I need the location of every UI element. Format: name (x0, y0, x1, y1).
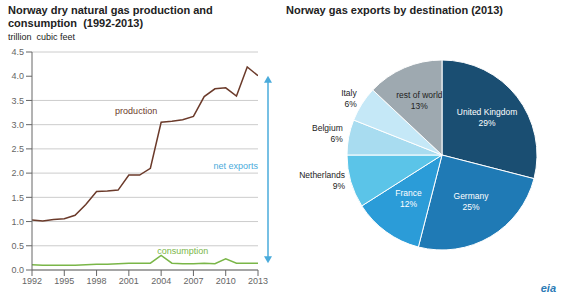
svg-text:1995: 1995 (54, 276, 74, 286)
svg-text:Netherlands9%: Netherlands9% (299, 170, 345, 191)
svg-text:consumption: consumption (157, 246, 208, 256)
svg-text:2010: 2010 (216, 276, 236, 286)
svg-text:4.0: 4.0 (11, 71, 24, 81)
svg-text:2.5: 2.5 (11, 144, 24, 154)
svg-text:1998: 1998 (87, 276, 107, 286)
svg-text:1.5: 1.5 (11, 193, 24, 203)
html-text:eia: eia (540, 282, 556, 294)
html-text:trillion cubic feet: trillion cubic feet (8, 32, 75, 42)
svg-text:0.0: 0.0 (11, 265, 24, 275)
svg-text:2007: 2007 (183, 276, 203, 286)
html-text:consumption (1992-2013): consumption (1992-2013) (8, 17, 144, 29)
svg-text:2.0: 2.0 (11, 168, 24, 178)
svg-text:3.0: 3.0 (11, 120, 24, 130)
html-text:Norway gas exports by destinat: Norway gas exports by destination (2013) (286, 4, 503, 16)
svg-text:2001: 2001 (119, 276, 139, 286)
svg-text:net exports: net exports (213, 161, 258, 171)
svg-text:1.0: 1.0 (11, 217, 24, 227)
svg-text:2013: 2013 (248, 276, 268, 286)
svg-text:Belgium6%: Belgium6% (312, 123, 343, 144)
svg-text:4.5: 4.5 (11, 47, 24, 57)
svg-text:1992: 1992 (22, 276, 42, 286)
svg-text:United Kingdom29%: United Kingdom29% (457, 107, 517, 128)
svg-text:2004: 2004 (151, 276, 171, 286)
svg-text:production: production (115, 106, 157, 116)
svg-text:Italy6%: Italy6% (341, 88, 357, 109)
svg-text:3.5: 3.5 (11, 96, 24, 106)
svg-text:rest of world13%: rest of world13% (396, 90, 443, 111)
svg-text:France12%: France12% (395, 188, 422, 209)
svg-text:0.5: 0.5 (11, 241, 24, 251)
svg-text:Germany25%: Germany25% (454, 191, 490, 212)
html-text:Norway dry natural gas product: Norway dry natural gas production and (8, 4, 213, 16)
